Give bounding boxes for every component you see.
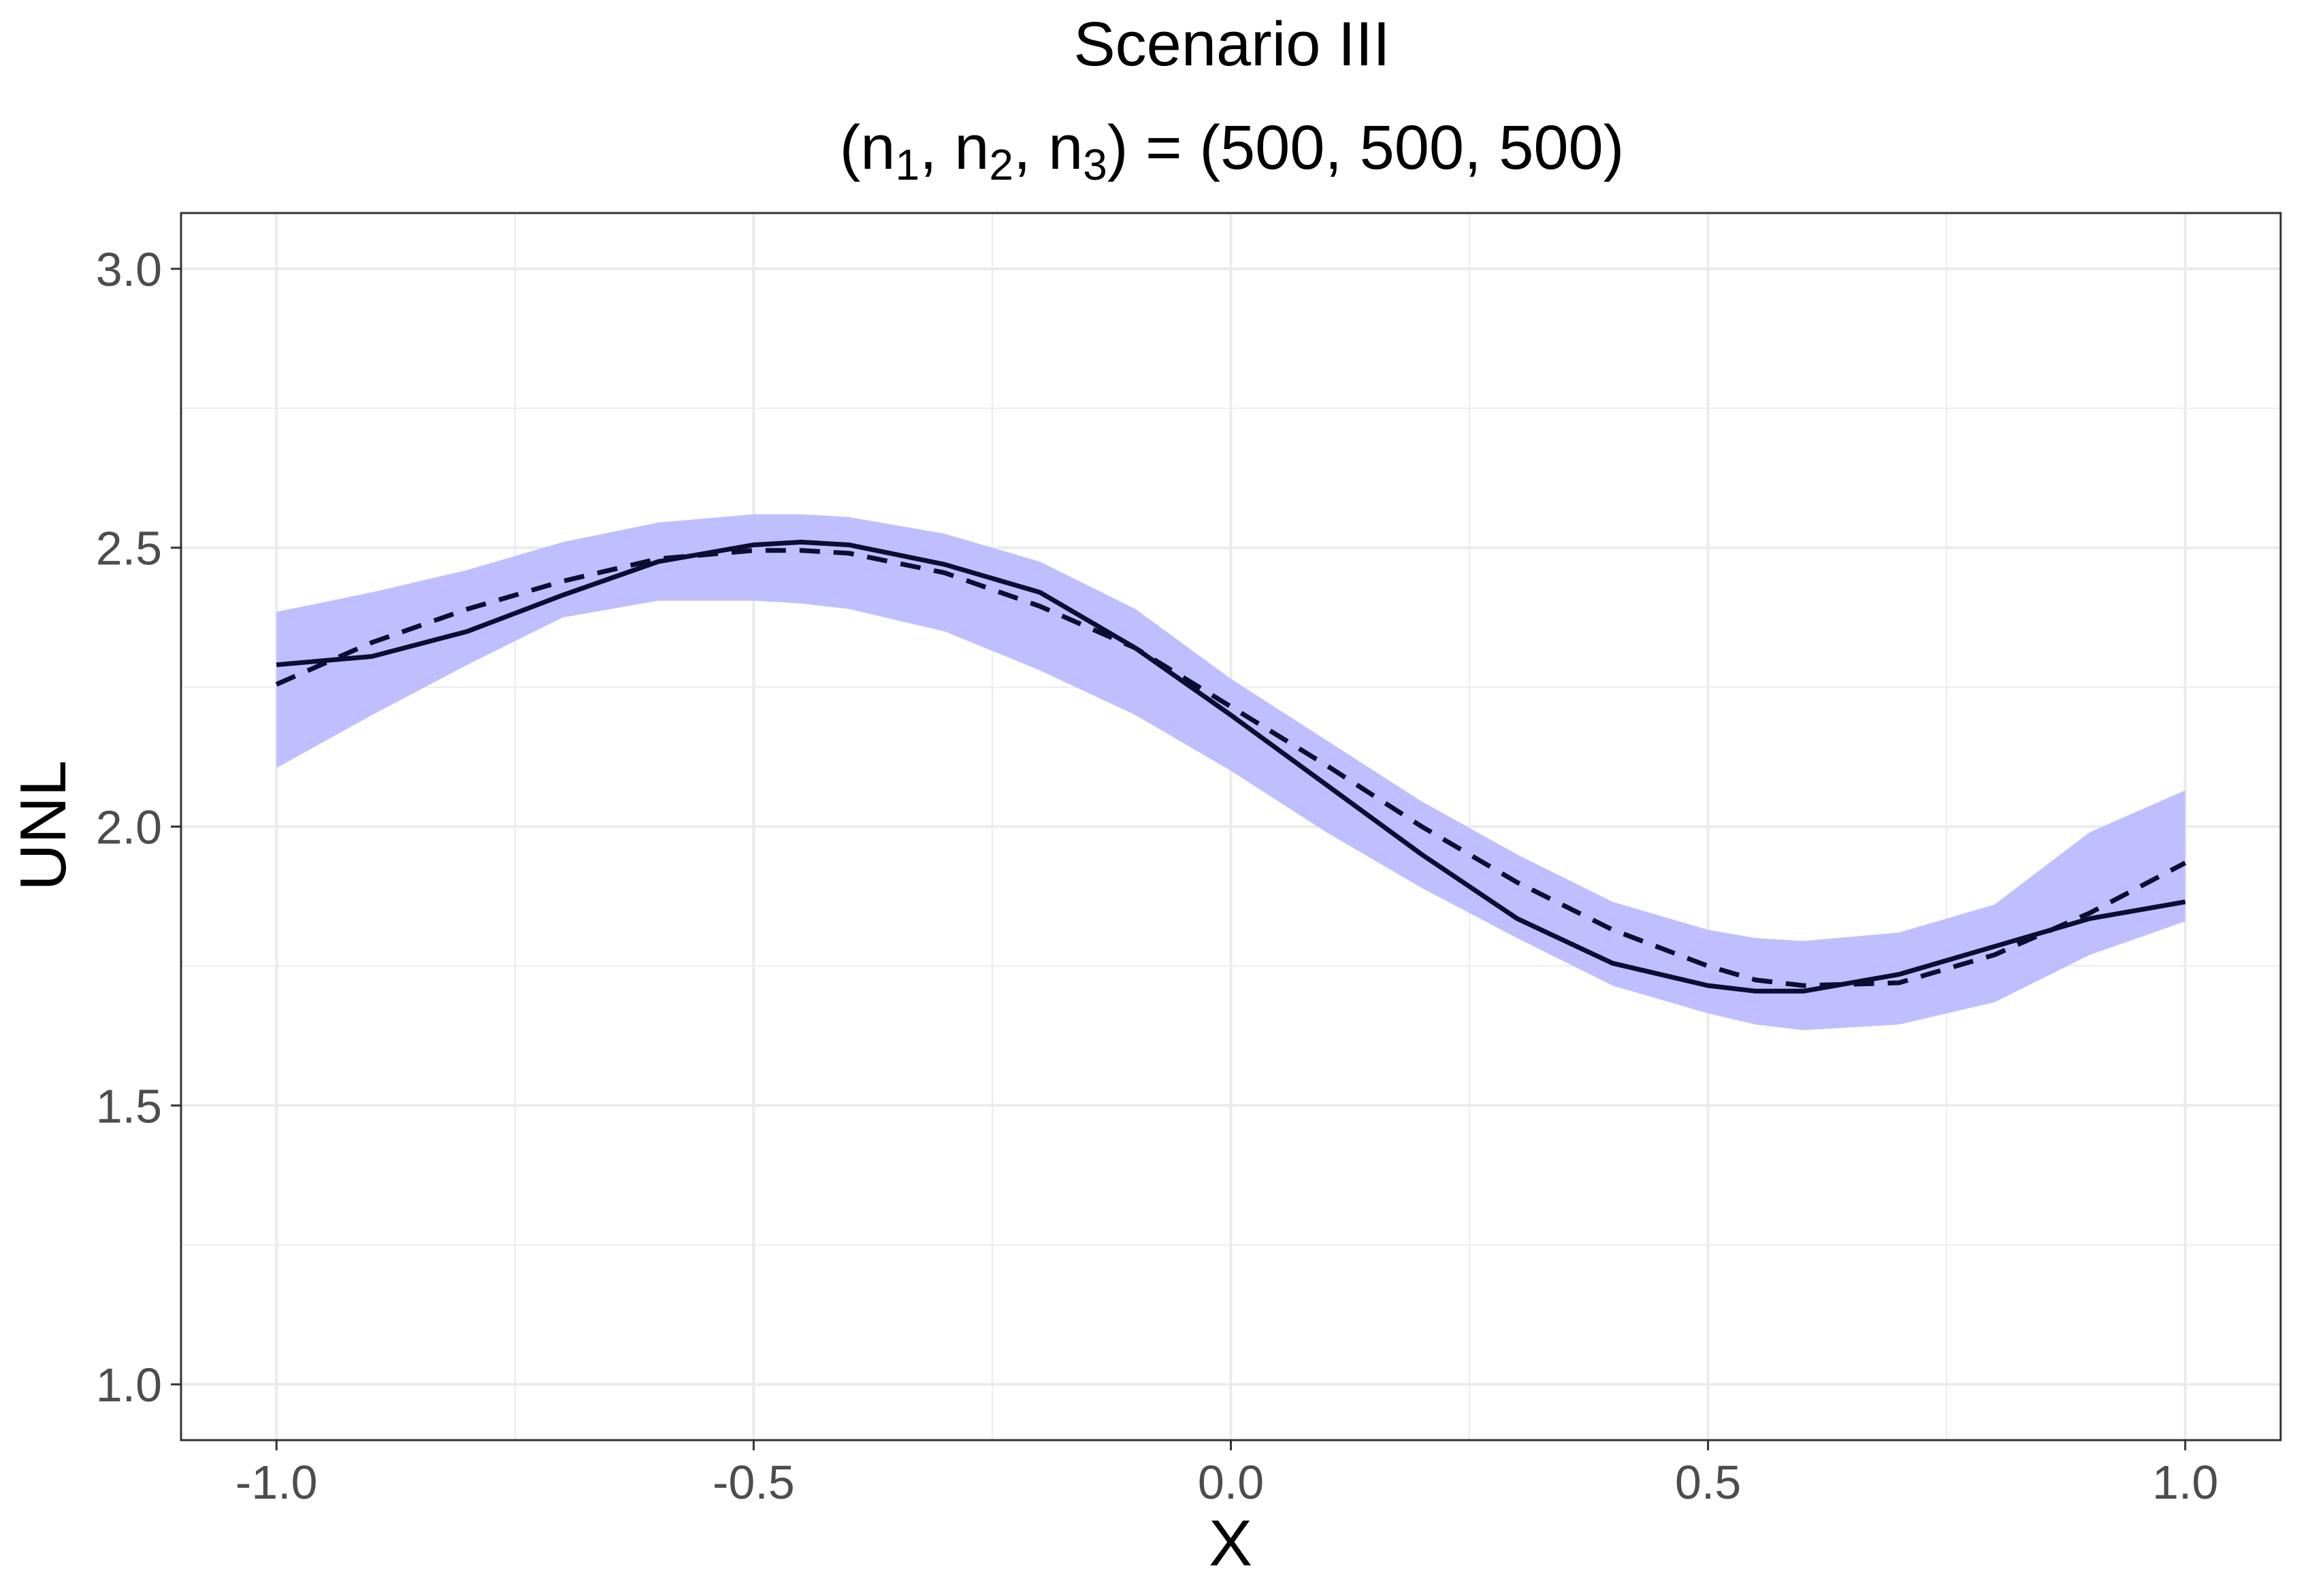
line-layer [275,540,2187,994]
y-tick-label: 2.0 [96,801,162,854]
band-layer [276,514,2185,1030]
x-tick-label: 0.0 [1198,1456,1264,1509]
dashed-series-line [275,548,2187,988]
chart-subtitle: (n1, n2, n3) = (500, 500, 500) [840,113,1625,189]
x-tick-label: -1.0 [235,1456,318,1509]
y-tick-label: 2.5 [96,522,162,575]
x-axis-label: X [1209,1507,1252,1580]
x-tick-label: -0.5 [713,1456,795,1509]
x-tick-label: 1.0 [2152,1456,2218,1509]
chart-title: Scenario III [1073,10,1390,79]
confidence-band [276,514,2185,1030]
x-tick-label: 0.5 [1675,1456,1741,1509]
grid-layer [181,213,2281,1440]
y-tick-label: 1.0 [96,1358,162,1412]
y-axis-label: UNL [7,760,80,891]
tick-layer: -1.0 -0.5 0.0 0.5 1.0 1.0 1.5 2.0 2.5 3.0 [96,243,2219,1509]
y-tick-label: 3.0 [96,243,162,296]
y-tick-label: 1.5 [96,1079,162,1133]
